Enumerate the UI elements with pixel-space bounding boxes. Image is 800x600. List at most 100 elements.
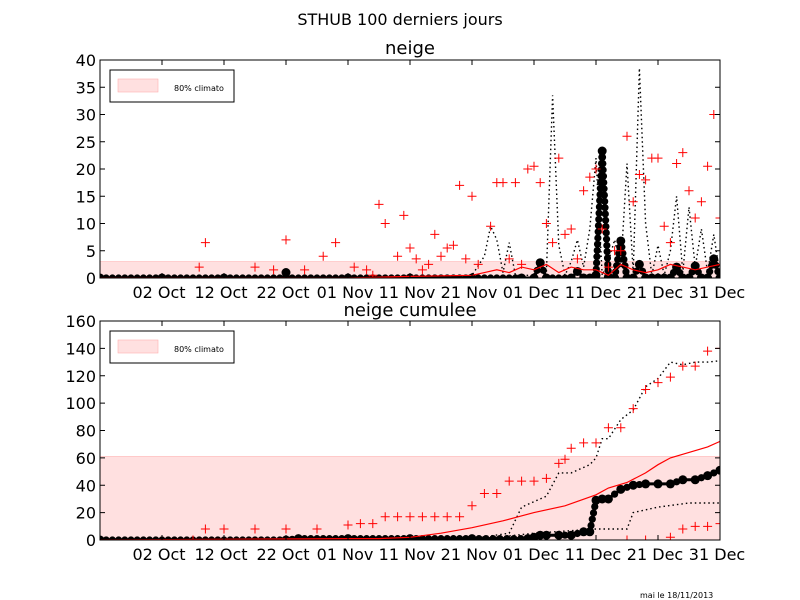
data-point — [480, 274, 488, 278]
data-point — [533, 266, 541, 274]
plus-marker — [430, 229, 440, 239]
plus-marker — [455, 180, 465, 190]
data-point — [332, 274, 340, 278]
data-point — [431, 535, 439, 540]
plus-marker — [442, 512, 452, 522]
data-point — [281, 268, 291, 278]
series-percentile-90 — [100, 68, 720, 278]
data-point — [585, 527, 595, 537]
plus-marker — [467, 191, 477, 201]
data-point — [635, 480, 644, 489]
data-point — [493, 274, 501, 278]
data-point — [722, 274, 731, 283]
data-point — [108, 274, 116, 278]
data-point — [599, 160, 607, 168]
data-point — [487, 274, 495, 278]
data-point — [602, 235, 611, 243]
chart-title: neige — [385, 38, 435, 59]
data-point — [350, 274, 358, 278]
data-point — [201, 274, 209, 278]
plus-marker — [250, 524, 260, 534]
legend-swatch — [117, 78, 159, 93]
y-tick-label: 60 — [76, 449, 96, 468]
data-point — [602, 222, 610, 231]
data-point — [678, 475, 688, 485]
data-point — [614, 255, 622, 264]
data-point — [593, 246, 601, 255]
x-tick-label: 12 Oct — [194, 283, 247, 302]
y-tick-label: 160 — [65, 312, 96, 331]
plus-marker — [467, 501, 477, 511]
data-point — [603, 248, 611, 256]
series-line — [100, 502, 720, 540]
plus-marker — [554, 458, 564, 468]
plus-marker — [715, 213, 720, 223]
data-point — [539, 266, 547, 274]
data-point — [189, 274, 197, 278]
data-point — [139, 274, 147, 278]
data-point — [499, 274, 507, 278]
data-point — [183, 274, 191, 278]
data-point — [195, 274, 203, 278]
data-point — [319, 274, 327, 278]
plus-marker — [566, 224, 576, 234]
plus-marker — [535, 178, 545, 188]
data-point — [541, 273, 551, 278]
plus-marker — [504, 254, 514, 264]
plus-marker — [455, 512, 465, 522]
chart-panel-1: neige 0 5 10 15 20 25 30 35 40 02 Oct 12 Oct 22 Oct 0… — [76, 38, 746, 302]
data-point — [634, 259, 644, 269]
y-tick-label: 5 — [86, 242, 96, 261]
plus-marker — [728, 330, 737, 339]
data-point — [618, 243, 626, 251]
data-point — [102, 274, 110, 278]
data-point — [510, 535, 518, 540]
data-point — [594, 234, 602, 242]
data-point — [600, 185, 608, 193]
plus-marker — [393, 251, 403, 261]
data-point — [710, 469, 718, 477]
chart-title: neige cumulee — [343, 300, 476, 321]
plus-marker — [349, 262, 359, 272]
data-point — [276, 274, 284, 278]
data-point — [602, 216, 610, 224]
data-point — [616, 484, 626, 494]
data-point — [496, 535, 504, 540]
data-point — [251, 274, 259, 278]
data-point — [541, 530, 551, 540]
plot-area — [100, 68, 731, 283]
data-point — [443, 535, 451, 540]
plus-marker — [728, 516, 737, 525]
data-point — [133, 274, 141, 278]
x-tick-label: 11 Nov — [379, 545, 436, 564]
plus-marker — [603, 423, 613, 433]
legend-box — [109, 69, 235, 103]
legend-label: 80% climato — [174, 345, 224, 354]
y-tick-label: 140 — [65, 339, 96, 358]
data-point — [566, 530, 576, 540]
x-tick-label: 11 Dec — [565, 283, 621, 302]
data-point — [146, 536, 154, 540]
plus-marker — [616, 246, 626, 256]
data-point — [505, 274, 513, 278]
data-point — [208, 274, 216, 278]
plus-marker — [461, 254, 471, 264]
plus-marker — [703, 161, 713, 171]
plus-marker — [560, 454, 570, 464]
plus-marker — [405, 512, 415, 522]
data-point — [115, 274, 123, 278]
data-point — [133, 536, 141, 540]
climato-band — [99, 456, 721, 541]
data-point — [597, 494, 607, 504]
plus-marker — [368, 270, 378, 278]
plus-marker — [219, 524, 229, 534]
plus-marker — [517, 476, 527, 486]
plus-marker — [641, 535, 651, 540]
plus-marker — [684, 186, 694, 196]
plus-marker — [722, 170, 731, 179]
chart-panel-2: neige cumulee 0 20 40 60 80 100 120 140 160 02 Oct… — [65, 300, 745, 564]
data-point — [706, 268, 714, 276]
plus-marker — [703, 521, 713, 531]
data-point — [613, 262, 621, 270]
data-point — [611, 490, 619, 498]
